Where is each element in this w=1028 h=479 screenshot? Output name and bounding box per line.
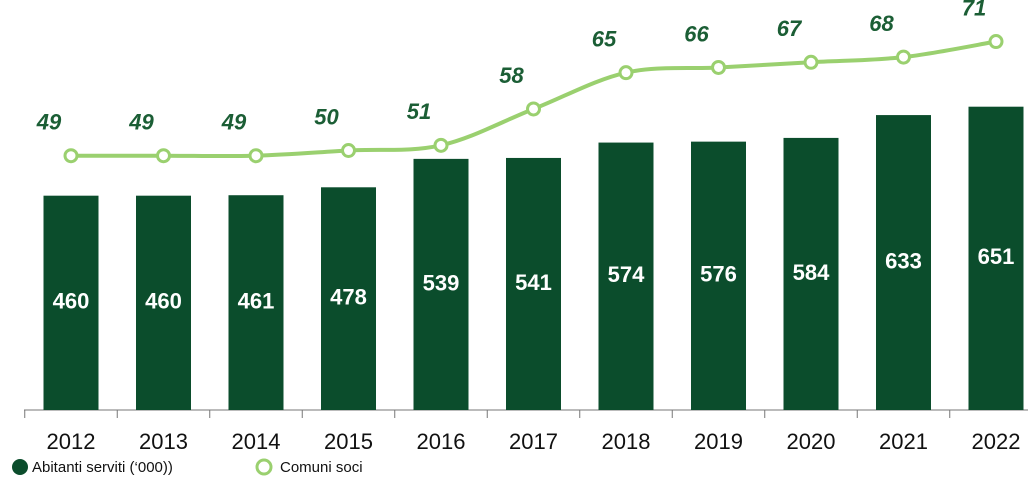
- bar-label: 576: [700, 262, 737, 287]
- bar: [691, 141, 746, 411]
- line-marker: [526, 101, 541, 117]
- x-tick-label: 2020: [787, 429, 836, 454]
- line-label: 71: [962, 0, 986, 20]
- line-marker: [248, 148, 264, 164]
- line-label: 66: [684, 21, 709, 46]
- line-marker: [988, 34, 1004, 50]
- bar: [43, 195, 99, 410]
- line-label: 51: [407, 99, 431, 124]
- bar: [598, 142, 654, 410]
- bar: [968, 106, 1024, 411]
- x-tick-label: 2018: [602, 429, 651, 454]
- legend-label: Comuni soci: [280, 459, 363, 476]
- line-label: 50: [314, 104, 339, 129]
- legend-label: Abitanti serviti (‘000)): [32, 459, 173, 476]
- x-tick-label: 2014: [232, 429, 281, 454]
- bar: [413, 158, 469, 410]
- line-label: 67: [777, 16, 803, 41]
- line-label: 65: [592, 26, 617, 51]
- line-label: 49: [128, 110, 154, 135]
- x-tick-label: 2015: [324, 429, 373, 454]
- bar: [136, 195, 191, 410]
- line-marker: [433, 137, 449, 153]
- line-label: 58: [499, 63, 524, 88]
- line-marker: [803, 54, 819, 70]
- x-tick-label: 2013: [139, 429, 188, 454]
- bar-label: 478: [330, 284, 367, 309]
- line: [71, 39, 997, 159]
- line-marker: [63, 148, 79, 164]
- bar-label: 584: [793, 260, 830, 285]
- line-marker: [341, 143, 356, 159]
- x-tick-label: 2019: [694, 429, 743, 454]
- line-label: 49: [221, 110, 247, 135]
- legend-swatch: [255, 458, 273, 476]
- bar: [506, 157, 561, 410]
- line-label: 68: [869, 11, 894, 36]
- x-tick-label: 2012: [47, 429, 96, 454]
- bar-label: 460: [53, 289, 90, 314]
- x-tick-label: 2017: [509, 429, 558, 454]
- line-label: 49: [36, 110, 62, 135]
- x-tick-label: 2016: [417, 429, 466, 454]
- bar-label: 633: [885, 248, 922, 273]
- bar: [321, 187, 376, 410]
- bar: [783, 137, 839, 410]
- bar-label: 574: [608, 262, 645, 287]
- line-marker: [618, 65, 634, 81]
- bar-label: 541: [515, 270, 552, 295]
- x-tick-label: 2021: [879, 429, 928, 454]
- line-marker: [156, 148, 171, 164]
- line-marker: [711, 59, 726, 75]
- bar-label: 461: [238, 288, 275, 313]
- bar-label: 651: [978, 244, 1015, 269]
- line-marker: [896, 49, 911, 65]
- bar: [876, 115, 931, 411]
- bar-label: 460: [145, 289, 182, 314]
- bar-label: 539: [423, 270, 460, 295]
- x-tick-label: 2022: [972, 429, 1021, 454]
- legend-swatch: [12, 459, 28, 475]
- bar: [228, 195, 284, 410]
